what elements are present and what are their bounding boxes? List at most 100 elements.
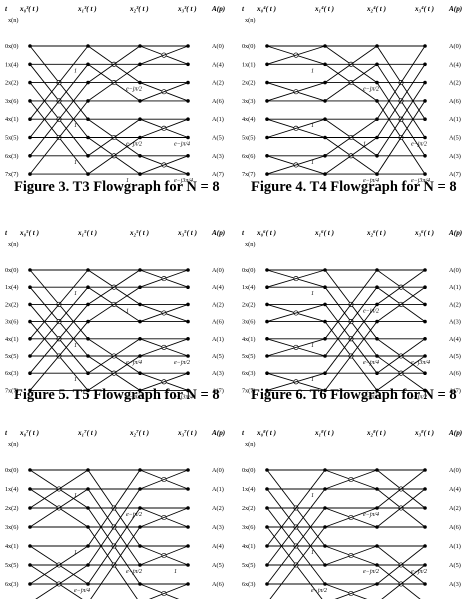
index-header: t	[5, 5, 8, 13]
output-label: A(1)	[212, 116, 224, 123]
input-label: x(0)	[8, 467, 19, 474]
input-label: x(5)	[245, 562, 256, 569]
input-label: x(1)	[8, 543, 19, 550]
stage-node	[28, 582, 32, 586]
cross-edge	[269, 526, 326, 599]
stage-node	[28, 285, 32, 290]
input-label: x(2)	[245, 80, 256, 87]
input-label: x(6)	[245, 153, 256, 160]
twiddle-label: e−j3π/4	[411, 177, 430, 184]
cross-edge	[139, 507, 189, 528]
stage-node	[28, 135, 32, 140]
stage-node	[138, 99, 142, 103]
input-label: x(0)	[245, 43, 256, 50]
stage-node	[138, 582, 142, 586]
row-index: 1	[242, 486, 245, 493]
input-label: x(4)	[245, 486, 256, 493]
output-header: A(p)	[448, 5, 462, 13]
output-label: A(7)	[449, 171, 461, 178]
stage-node	[186, 582, 190, 586]
output-label: A(2)	[212, 301, 224, 308]
output-label: A(0)	[212, 467, 224, 474]
input-label: x(1)	[245, 336, 256, 343]
stage-node	[28, 506, 32, 510]
stage-node	[265, 135, 269, 140]
output-label: A(7)	[449, 387, 461, 394]
stage-node	[186, 44, 190, 48]
twiddle-label: 1	[74, 68, 77, 74]
cross-edge	[266, 118, 326, 138]
output-label: A(1)	[449, 116, 461, 123]
caption-figure-4: Figure 4. T4 Flowgraph for N = 8	[251, 179, 457, 195]
output-label: A(6)	[449, 370, 461, 377]
twiddle-label: e−jπ/2	[126, 87, 142, 93]
stage-node	[375, 506, 379, 510]
stage-node	[86, 135, 90, 140]
twiddle-label: e−jπ/4	[74, 587, 90, 594]
stage-node	[138, 487, 142, 491]
twiddle-label: e−jπ/4	[363, 177, 379, 184]
input-label: x(0)	[245, 267, 256, 274]
row-index: 0	[5, 43, 8, 50]
row-index: 3	[242, 319, 245, 326]
stage-node	[423, 285, 427, 290]
stage-node	[423, 506, 427, 510]
input-label: x(1)	[8, 116, 19, 123]
stage-node	[28, 44, 32, 48]
cross-edge	[29, 488, 89, 528]
stage-node	[265, 388, 269, 393]
stage-node	[423, 62, 427, 67]
stage-node	[375, 525, 379, 529]
stage-node	[423, 135, 427, 140]
row-index: 4	[242, 336, 246, 343]
row-index: 5	[5, 353, 8, 360]
stage-node	[86, 117, 90, 121]
stage-node	[375, 80, 379, 85]
cross-edge	[29, 545, 89, 585]
input-label: x(4)	[8, 61, 19, 68]
output-label: A(2)	[212, 80, 224, 87]
twiddle-label: e−jπ/2	[126, 142, 142, 148]
output-label: A(1)	[449, 543, 461, 550]
row-index: 7	[242, 387, 245, 394]
stage-node	[28, 99, 32, 103]
row-index: 6	[242, 581, 245, 588]
cross-edge	[266, 303, 326, 323]
output-header: A(p)	[448, 429, 462, 437]
stage-node	[28, 563, 32, 567]
cross-edge	[87, 507, 141, 585]
stage-node	[28, 337, 32, 341]
stage-node	[186, 172, 190, 176]
flowgraph-panel-7: t x₀⁷( t ) x₁⁷( t ) x₂⁷( t ) x₃⁷( t ) A(p) x(n…	[5, 429, 225, 599]
row-index: 3	[5, 98, 8, 105]
stage-node	[138, 544, 142, 548]
stage-node	[375, 582, 379, 586]
stage-node	[375, 268, 379, 272]
cross-edge	[376, 338, 426, 374]
cross-edge	[139, 545, 189, 566]
stage-node	[323, 285, 327, 290]
stage-node	[186, 302, 190, 307]
caption-figure-5: Figure 5. T5 Flowgraph for N = 8	[14, 387, 220, 403]
twiddle-label: 1	[126, 178, 129, 184]
stage-node	[86, 468, 90, 472]
output-label: A(4)	[212, 284, 224, 291]
stage-header-2: x₂⁴( t )	[366, 5, 386, 13]
stage-header-1: x₁⁵( t )	[77, 229, 97, 237]
stage-node	[323, 172, 327, 176]
stage-node	[423, 544, 427, 548]
cross-edge	[324, 63, 378, 102]
stage-node	[86, 487, 90, 491]
stage-node	[323, 544, 327, 548]
input-label: x(0)	[245, 467, 256, 474]
stage-header-2: x₂³( t )	[129, 5, 149, 13]
twiddle-label: 1	[311, 68, 314, 74]
stage-node	[375, 354, 379, 358]
twiddle-label: e−j3π/4	[174, 393, 193, 400]
cross-edge	[324, 321, 378, 391]
stage-node	[186, 506, 190, 510]
input-label: x(6)	[8, 524, 19, 531]
stage-node	[28, 388, 32, 393]
stage-node	[186, 62, 190, 67]
cross-edge	[334, 583, 378, 599]
